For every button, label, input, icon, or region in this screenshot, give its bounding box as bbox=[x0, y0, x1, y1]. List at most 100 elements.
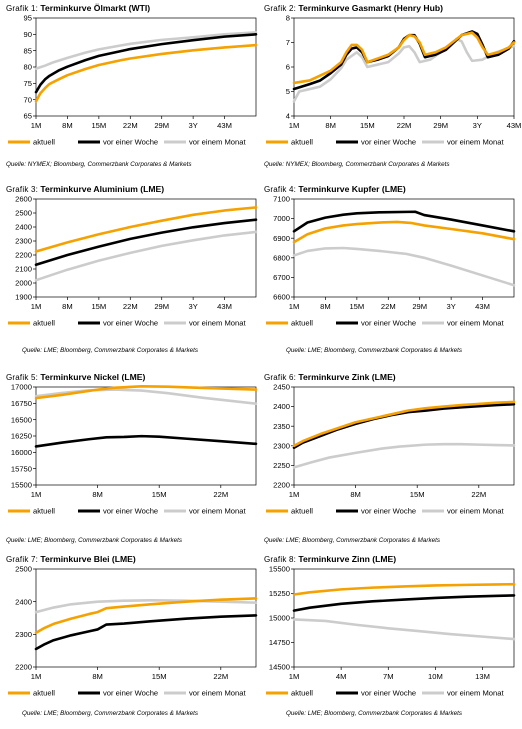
legend-label: vor einem Monat bbox=[189, 138, 246, 147]
x-tick-label: 3Y bbox=[188, 302, 197, 311]
y-tick-label: 6800 bbox=[273, 253, 290, 262]
series-line bbox=[34, 614, 258, 651]
y-tick-label: 2300 bbox=[273, 441, 290, 450]
chart-title: Grafik 1: Terminkurve Ölmarkt (WTI) bbox=[6, 2, 150, 15]
series-line bbox=[292, 400, 516, 448]
series-line bbox=[34, 597, 258, 634]
legend-label: vor einer Woche bbox=[103, 507, 158, 516]
series-line bbox=[292, 210, 516, 233]
x-tick-label: 8M bbox=[62, 121, 73, 130]
chart-title: Grafik 4: Terminkurve Kupfer (LME) bbox=[264, 183, 406, 196]
legend-label: vor einer Woche bbox=[103, 319, 158, 328]
y-tick-label: 7100 bbox=[273, 195, 290, 204]
chart-title: Grafik 2: Terminkurve Gasmarkt (Henry Hu… bbox=[264, 2, 443, 15]
y-tick-label: 2450 bbox=[273, 383, 290, 392]
legend-label: aktuell bbox=[33, 689, 55, 698]
y-tick-label: 2300 bbox=[15, 630, 32, 639]
x-tick-label: 8M bbox=[92, 490, 103, 499]
legend-label: vor einem Monat bbox=[189, 507, 246, 516]
y-tick-label: 70 bbox=[24, 95, 32, 104]
chart-prefix: Grafik 8: bbox=[264, 555, 297, 564]
x-tick-label: 22M bbox=[397, 121, 412, 130]
x-tick-label: 1M bbox=[31, 672, 42, 681]
legend-label: vor einer Woche bbox=[103, 138, 158, 147]
x-tick-label: 1M bbox=[31, 490, 42, 499]
x-tick-label: 15M bbox=[410, 490, 425, 499]
x-tick-label: 8M bbox=[320, 302, 331, 311]
chart-title: Grafik 8: Terminkurve Zinn (LME) bbox=[264, 553, 396, 566]
x-tick-label: 22M bbox=[213, 672, 228, 681]
y-tick-label: 2350 bbox=[273, 422, 290, 431]
y-tick-label: 16000 bbox=[11, 448, 32, 457]
y-tick-label: 6600 bbox=[273, 293, 290, 302]
x-tick-label: 15M bbox=[152, 490, 167, 499]
y-tick-label: 65 bbox=[24, 112, 32, 121]
x-tick-label: 15M bbox=[349, 302, 364, 311]
x-tick-label: 1M bbox=[289, 121, 300, 130]
series-line bbox=[34, 31, 258, 70]
x-tick-label: 3Y bbox=[188, 121, 197, 130]
chart-prefix: Grafik 7: bbox=[6, 555, 39, 564]
x-tick-label: 8M bbox=[62, 302, 73, 311]
x-tick-label: 29M bbox=[412, 302, 427, 311]
x-tick-label: 29M bbox=[433, 121, 448, 130]
series-line bbox=[34, 33, 258, 94]
x-tick-label: 8M bbox=[92, 672, 103, 681]
line-chart: 15500 15750 16000 16250 16500 16750 17000 1M 8M 1… bbox=[8, 383, 258, 516]
x-tick-label: 8M bbox=[325, 121, 336, 130]
plot-area bbox=[35, 198, 257, 298]
chart-name: Terminkurve Aluminium (LME) bbox=[40, 184, 165, 194]
chart-panel-4: Grafik 4: Terminkurve Kupfer (LME) 6600 6… bbox=[264, 183, 520, 359]
series-line bbox=[34, 218, 258, 267]
chart-prefix: Grafik 6: bbox=[264, 373, 297, 382]
x-tick-label: 13M bbox=[475, 672, 490, 681]
chart-source: Quelle: LME; Bloomberg, Commerzbank Corp… bbox=[286, 347, 463, 354]
legend-label: vor einem Monat bbox=[447, 689, 504, 698]
y-tick-label: 2400 bbox=[15, 223, 32, 232]
chart-panel-3: Grafik 3: Terminkurve Aluminium (LME) 19… bbox=[6, 183, 262, 359]
y-tick-label: 2400 bbox=[15, 597, 32, 606]
x-tick-label: 1M bbox=[289, 672, 300, 681]
y-tick-label: 2250 bbox=[273, 461, 290, 470]
legend-label: vor einem Monat bbox=[447, 138, 504, 147]
series-line bbox=[34, 388, 258, 405]
legend-label: vor einer Woche bbox=[361, 319, 416, 328]
y-tick-label: 6 bbox=[286, 63, 290, 72]
y-tick-label: 1900 bbox=[15, 293, 32, 302]
x-tick-label: 22M bbox=[123, 302, 138, 311]
series-line bbox=[292, 442, 516, 469]
legend-label: aktuell bbox=[291, 138, 313, 147]
chart-prefix: Grafik 3: bbox=[6, 185, 39, 194]
chart-name: Terminkurve Kupfer (LME) bbox=[298, 184, 406, 194]
y-tick-label: 6900 bbox=[273, 234, 290, 243]
chart-prefix: Grafik 4: bbox=[264, 185, 297, 194]
chart-name: Terminkurve Nickel (LME) bbox=[40, 372, 146, 382]
y-tick-label: 5 bbox=[286, 87, 290, 96]
plot-area bbox=[293, 17, 515, 117]
y-tick-label: 7 bbox=[286, 38, 290, 47]
chart-source: Quelle: NYMEX; Bloomberg, Commerzbank Co… bbox=[6, 161, 192, 168]
y-tick-label: 14750 bbox=[269, 638, 290, 647]
y-tick-label: 15500 bbox=[11, 481, 32, 490]
series-line bbox=[34, 434, 258, 448]
x-tick-label: 22M bbox=[123, 121, 138, 130]
chart-name: Terminkurve Ölmarkt (WTI) bbox=[40, 3, 151, 13]
y-tick-label: 6700 bbox=[273, 273, 290, 282]
x-tick-label: 29M bbox=[154, 121, 169, 130]
chart-panel-7: Grafik 7: Terminkurve Blei (LME) 2200 230… bbox=[6, 553, 262, 729]
x-tick-label: 1M bbox=[289, 490, 300, 499]
x-tick-label: 43M bbox=[217, 121, 232, 130]
chart-prefix: Grafik 2: bbox=[264, 4, 297, 13]
x-tick-label: 3Y bbox=[473, 121, 482, 130]
line-chart: 14500 14750 15000 15250 15500 1M 4M 7M 10M 13M akt… bbox=[266, 565, 516, 698]
series-line bbox=[292, 220, 516, 244]
chart-source: Quelle: LME; Bloomberg, Commerzbank Corp… bbox=[22, 710, 199, 717]
x-tick-label: 8M bbox=[350, 490, 361, 499]
x-tick-label: 4M bbox=[336, 672, 347, 681]
series-line bbox=[292, 246, 516, 287]
legend-label: vor einem Monat bbox=[189, 689, 246, 698]
x-tick-label: 22M bbox=[471, 490, 486, 499]
y-tick-label: 4 bbox=[286, 112, 290, 121]
legend-label: vor einer Woche bbox=[361, 689, 416, 698]
x-tick-label: 15M bbox=[91, 121, 106, 130]
